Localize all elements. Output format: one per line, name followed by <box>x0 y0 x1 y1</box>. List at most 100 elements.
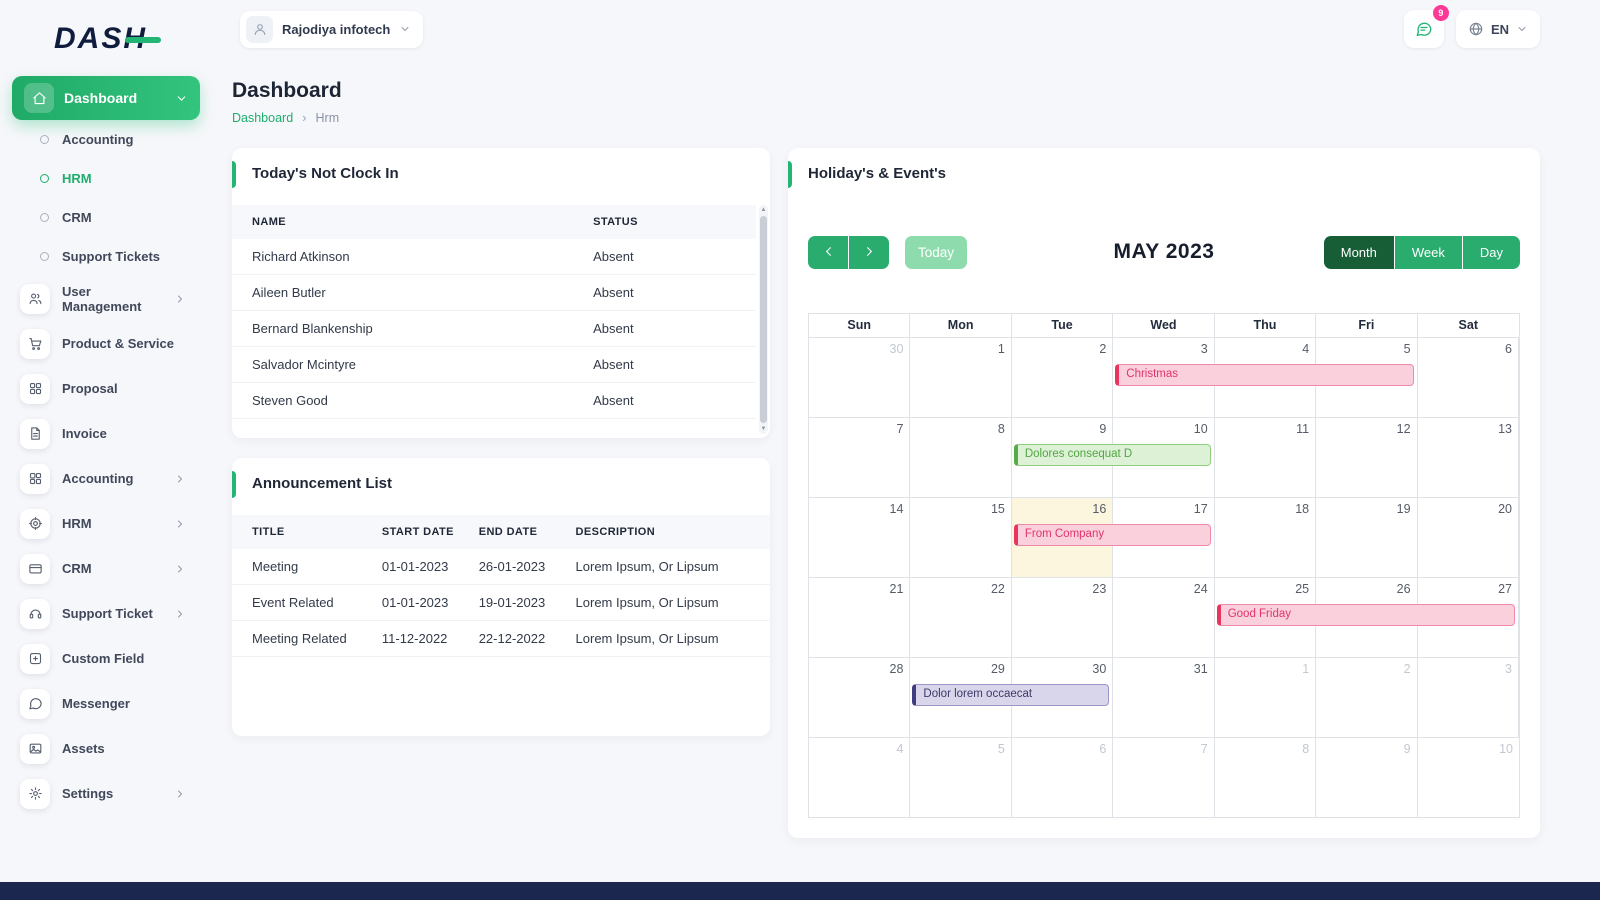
calendar-day-cell[interactable]: 23 <box>1012 578 1114 657</box>
sidebar-item-custom-field[interactable]: Custom Field <box>12 636 200 681</box>
calendar-day-cell[interactable]: 4 <box>809 738 911 817</box>
calendar-day-cell[interactable]: 14 <box>809 498 911 577</box>
calendar-day-cell[interactable]: 28 <box>809 658 911 737</box>
calendar-card: Holiday's & Event's Today MAY 2023 Month… <box>788 148 1540 838</box>
sidebar-item-product-service[interactable]: Product & Service <box>12 321 200 366</box>
calendar-day-cell[interactable]: 21 <box>809 578 911 657</box>
cell-start: 11-12-2022 <box>371 620 469 657</box>
day-number: 11 <box>1296 422 1310 436</box>
calendar-event[interactable]: Dolor lorem occaecat <box>912 684 1110 706</box>
sidebar-item-messenger[interactable]: Messenger <box>12 681 200 726</box>
calendar-day-cell[interactable]: 12 <box>1316 418 1418 497</box>
cell-description: Lorem Ipsum, Or Lipsum <box>565 620 770 657</box>
day-number: 25 <box>1295 582 1310 596</box>
sidebar-item-settings[interactable]: Settings <box>12 771 200 816</box>
calendar-day-cell[interactable]: 5 <box>910 738 1012 817</box>
calendar-event[interactable]: From Company <box>1013 524 1211 546</box>
calendar-day-cell[interactable]: 11 <box>1215 418 1317 497</box>
view-week-button[interactable]: Week <box>1394 236 1462 269</box>
day-number: 15 <box>990 502 1005 516</box>
announcement-table-body: Meeting 01-01-2023 26-01-2023 Lorem Ipsum, … <box>232 549 770 657</box>
chevron-right-icon <box>174 608 186 620</box>
calendar-day-cell[interactable]: 15 <box>910 498 1012 577</box>
calendar-day-cell[interactable]: 18 <box>1215 498 1317 577</box>
view-day-button[interactable]: Day <box>1462 236 1520 269</box>
calendar-day-cell[interactable]: 7 <box>1113 738 1215 817</box>
messages-button[interactable]: 9 <box>1403 5 1449 48</box>
company-selector[interactable]: Rajodiya infotech <box>240 10 424 48</box>
sidebar-item-support-ticket[interactable]: Support Ticket <box>12 591 200 636</box>
brand-logo[interactable]: DASH <box>12 12 200 76</box>
chevron-left-icon <box>821 244 836 262</box>
calendar-day-cell[interactable]: 3 <box>1418 658 1519 737</box>
scrollbar[interactable]: ▲ ▼ <box>759 205 768 434</box>
day-number: 24 <box>1193 582 1208 596</box>
calendar-day-cell[interactable]: 2 <box>1316 658 1418 737</box>
sidebar-item-dashboard[interactable]: Dashboard <box>12 76 200 120</box>
sidebar-item-support-tickets[interactable]: Support Tickets <box>12 237 200 276</box>
day-number: 7 <box>1200 742 1208 756</box>
scroll-thumb[interactable] <box>760 216 767 423</box>
calendar-day-cell[interactable]: 8 <box>910 418 1012 497</box>
calendar-day-cell[interactable]: 6 <box>1418 338 1519 417</box>
calendar-day-cell[interactable]: 10 <box>1418 738 1519 817</box>
today-button[interactable]: Today <box>905 236 968 269</box>
calendar-day-cell[interactable]: 10 <box>1113 418 1215 497</box>
sidebar-item-crm[interactable]: CRM <box>12 198 200 237</box>
language-selector[interactable]: EN <box>1455 10 1540 48</box>
calendar-event[interactable]: Dolores consequat D <box>1013 444 1211 466</box>
sidebar-item-label: Assets <box>62 741 105 756</box>
prev-month-button[interactable] <box>808 236 848 269</box>
calendar-day-cell[interactable]: 7 <box>809 418 911 497</box>
brand-dash-accent <box>125 37 162 44</box>
calendar-day-cell[interactable]: 22 <box>910 578 1012 657</box>
calendar-day-cell[interactable]: 31 <box>1113 658 1215 737</box>
view-month-button[interactable]: Month <box>1323 236 1394 269</box>
chevron-right-icon <box>174 473 186 485</box>
calendar-day-cell[interactable]: 30 <box>1012 658 1114 737</box>
bullet-icon <box>40 174 49 183</box>
breadcrumb-dashboard-link[interactable]: Dashboard <box>232 110 294 125</box>
calendar-day-cell[interactable]: 27 <box>1418 578 1519 657</box>
calendar-day-cell[interactable]: 1 <box>1215 658 1317 737</box>
day-number: 30 <box>1092 662 1107 676</box>
cell-status: Absent <box>583 239 756 275</box>
calendar-day-cell[interactable]: 20 <box>1418 498 1519 577</box>
calendar-event[interactable]: Good Friday <box>1216 604 1515 626</box>
calendar-day-cell[interactable]: 2 <box>1012 338 1114 417</box>
scroll-down-arrow-icon[interactable]: ▼ <box>760 426 767 432</box>
sidebar-item-hrm[interactable]: HRM <box>12 159 200 198</box>
calendar-day-cell[interactable]: 13 <box>1418 418 1519 497</box>
next-month-button[interactable] <box>849 236 889 269</box>
sidebar-item-assets[interactable]: Assets <box>12 726 200 771</box>
calendar-day-cell[interactable]: 9 <box>1316 738 1418 817</box>
scroll-up-arrow-icon[interactable]: ▲ <box>760 207 767 213</box>
day-number: 6 <box>1505 342 1512 356</box>
calendar-day-cell[interactable]: 30 <box>809 338 911 417</box>
calendar-day-cell[interactable]: 1 <box>910 338 1012 417</box>
plus-square-icon <box>20 643 50 674</box>
calendar-day-cell[interactable]: 19 <box>1316 498 1418 577</box>
sidebar-item-accounting[interactable]: Accounting <box>12 120 200 159</box>
column-header: TITLE <box>232 515 372 549</box>
cell-description: Lorem Ipsum, Or Lipsum <box>565 549 770 585</box>
chevron-right-icon <box>174 293 186 305</box>
clockin-table-body: Richard Atkinson Absent Aileen Butler Absen… <box>232 239 756 419</box>
cell-name: Aileen Butler <box>232 274 584 311</box>
sidebar-item-user-management[interactable]: User Management <box>12 276 200 321</box>
sidebar-item-crm[interactable]: CRM <box>12 546 200 591</box>
calendar-day-cell[interactable]: 17 <box>1113 498 1215 577</box>
table-row: Meeting Related 11-12-2022 22-12-2022 Lorem… <box>232 620 770 657</box>
calendar-day-cell[interactable]: 8 <box>1215 738 1317 817</box>
sidebar-item-hrm[interactable]: HRM <box>12 501 200 546</box>
day-number: 30 <box>889 342 904 356</box>
sidebar-item-invoice[interactable]: Invoice <box>12 411 200 456</box>
calendar-day-cell[interactable]: 6 <box>1012 738 1114 817</box>
calendar-day-cell[interactable]: 5 <box>1316 338 1418 417</box>
calendar-event[interactable]: Christmas <box>1115 364 1414 386</box>
calendar-day-cell[interactable]: 24 <box>1113 578 1215 657</box>
sidebar-item-accounting[interactable]: Accounting <box>12 456 200 501</box>
sidebar-item-proposal[interactable]: Proposal <box>12 366 200 411</box>
calendar: Sun Mon Tue Wed Thu Fri Sat 30 1 2 3 4 5 6 Christmas 7… <box>808 313 1520 818</box>
company-avatar <box>246 15 273 43</box>
